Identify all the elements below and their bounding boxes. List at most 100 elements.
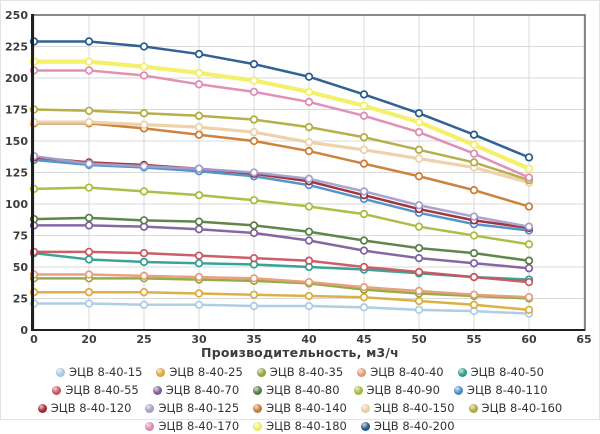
- data-point-marker: [84, 270, 94, 279]
- series-line: [32, 186, 531, 246]
- legend-label: ЭЦВ 8-40-120: [50, 401, 132, 415]
- x-tick-label: 25: [136, 333, 151, 346]
- series-8-40-180: [29, 57, 534, 173]
- data-point-marker: [414, 243, 424, 253]
- data-point-marker: [414, 296, 424, 306]
- x-tick-label: 50: [411, 333, 427, 346]
- data-point-marker: [414, 286, 424, 296]
- data-point-marker: [414, 172, 424, 181]
- data-point-marker: [359, 111, 369, 120]
- legend-label: ЭЦВ 8-40-35: [269, 365, 344, 379]
- legend-marker-icon: [253, 386, 263, 395]
- data-point-marker: [84, 66, 94, 75]
- data-point-marker: [84, 159, 94, 168]
- legend-marker-icon: [56, 368, 66, 377]
- data-point-marker: [414, 222, 424, 231]
- legend-item-8-40-170: ЭЦВ 8-40-170: [145, 419, 239, 434]
- legend-marker-icon: [253, 404, 263, 413]
- legend-marker-icon: [353, 386, 363, 395]
- data-point-marker: [139, 162, 149, 171]
- y-tick-label: 75: [13, 230, 28, 243]
- data-point-marker: [469, 248, 479, 258]
- legend-label: ЭЦВ 8-40-70: [165, 383, 240, 397]
- data-point-marker: [139, 71, 149, 80]
- legend-label: ЭЦВ 8-40-90: [366, 383, 440, 397]
- data-point-marker: [414, 154, 424, 163]
- legend-marker-icon: [360, 422, 370, 431]
- data-point-marker: [359, 262, 369, 272]
- x-tick-label: 40: [301, 333, 317, 346]
- series-8-40-15: [29, 299, 534, 318]
- series-8-40-90: [29, 183, 534, 249]
- data-point-marker: [194, 289, 204, 298]
- data-point-marker: [359, 236, 369, 245]
- series-line: [32, 108, 531, 182]
- legend-label: ЭЦВ 8-40-140: [266, 401, 347, 415]
- legend-item-8-40-160: ЭЦВ 8-40-160: [468, 401, 563, 416]
- data-point-marker: [194, 191, 204, 200]
- legend-label: ЭЦВ 8-40-180: [266, 419, 347, 433]
- series-line: [32, 277, 531, 300]
- data-point-marker: [304, 87, 314, 97]
- data-point-marker: [469, 212, 479, 221]
- data-point-marker: [84, 213, 94, 223]
- series-line: [32, 156, 531, 230]
- data-point-marker: [84, 57, 94, 66]
- y-tick-label: 100: [5, 198, 28, 211]
- data-point-marker: [359, 159, 369, 168]
- data-point-marker: [359, 145, 369, 154]
- chart-canvas: 0 25 50 75 100 125 150 175 200 225 250 0 20 25 30 35 40 4…: [5, 9, 592, 346]
- legend-marker-icon: [145, 404, 155, 413]
- legend-item-8-40-90: ЭЦВ 8-40-90: [353, 383, 440, 398]
- data-point-marker: [139, 288, 149, 297]
- data-point-marker: [469, 231, 479, 240]
- series-8-40-200: [29, 37, 534, 162]
- y-tick-label: 250: [5, 9, 28, 22]
- data-point-marker: [524, 173, 534, 182]
- data-point-marker: [469, 130, 479, 139]
- data-point-marker: [249, 59, 259, 69]
- series-line: [32, 302, 531, 315]
- data-point-marker: [469, 158, 479, 167]
- data-point-marker: [524, 153, 534, 162]
- data-point-marker: [414, 117, 424, 127]
- legend-item-8-40-55: ЭЦВ 8-40-55: [52, 383, 139, 398]
- y-tick-label: 225: [5, 41, 28, 54]
- data-point-marker: [194, 49, 204, 59]
- data-point-marker: [249, 254, 259, 263]
- legend-marker-icon: [52, 386, 62, 395]
- data-point-marker: [524, 240, 534, 249]
- legend-item-8-40-120: ЭЦВ 8-40-120: [37, 401, 132, 416]
- data-point-marker: [524, 202, 534, 211]
- series-line: [32, 122, 531, 208]
- data-point-marker: [414, 305, 424, 314]
- data-point-marker: [469, 149, 479, 158]
- legend-marker-icon: [457, 368, 467, 377]
- data-point-marker: [139, 257, 149, 267]
- data-point-marker: [194, 80, 204, 89]
- legend-label: ЭЦВ 8-40-15: [69, 365, 143, 379]
- legend-label: ЭЦВ 8-40-160: [481, 401, 563, 415]
- data-point-marker: [139, 216, 149, 225]
- legend-item-8-40-70: ЭЦВ 8-40-70: [152, 383, 240, 398]
- data-point-marker: [139, 62, 149, 71]
- series-8-40-55: [29, 247, 534, 287]
- data-point-marker: [249, 136, 259, 146]
- data-point-marker: [249, 168, 259, 177]
- legend-item-8-40-180: ЭЦВ 8-40-180: [253, 419, 347, 434]
- data-point-marker: [84, 288, 94, 297]
- data-point-marker: [304, 256, 314, 265]
- data-point-marker: [414, 254, 424, 263]
- data-point-marker: [84, 183, 94, 192]
- data-point-marker: [469, 140, 479, 149]
- legend-item-8-40-150: ЭЦВ 8-40-150: [360, 401, 455, 416]
- data-point-marker: [469, 259, 479, 268]
- legend-label: ЭЦВ 8-40-125: [158, 401, 240, 415]
- data-point-marker: [304, 138, 314, 147]
- data-point-marker: [194, 164, 204, 173]
- chart-legend: ЭЦВ 8-40-15 ЭЦВ 8-40-25 ЭЦВ 8-40-35 ЭЦВ 8-4…: [1, 360, 599, 434]
- series-line: [32, 290, 531, 312]
- legend-label: ЭЦВ 8-40-80: [266, 383, 340, 397]
- legend-item-8-40-110: ЭЦВ 8-40-110: [453, 383, 548, 398]
